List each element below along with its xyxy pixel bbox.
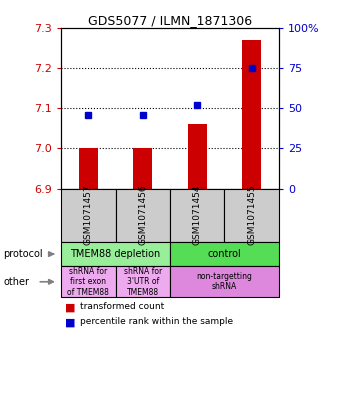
- Text: shRNA for
3'UTR of
TMEM88: shRNA for 3'UTR of TMEM88: [124, 267, 162, 297]
- Text: percentile rank within the sample: percentile rank within the sample: [80, 317, 233, 326]
- Bar: [133, 148, 152, 189]
- Text: GSM1071457: GSM1071457: [84, 185, 93, 246]
- Text: control: control: [207, 249, 241, 259]
- Text: protocol: protocol: [3, 249, 43, 259]
- Text: non-targetting
shRNA: non-targetting shRNA: [197, 272, 252, 292]
- Text: GSM1071456: GSM1071456: [138, 185, 147, 246]
- Text: TMEM88 depletion: TMEM88 depletion: [70, 249, 161, 259]
- Text: transformed count: transformed count: [80, 302, 164, 311]
- Bar: [188, 124, 207, 189]
- Text: other: other: [3, 277, 29, 287]
- Text: shRNA for
first exon
of TMEM88: shRNA for first exon of TMEM88: [67, 267, 109, 297]
- Text: GDS5077 / ILMN_1871306: GDS5077 / ILMN_1871306: [88, 14, 252, 27]
- Bar: [79, 148, 98, 189]
- Text: ■: ■: [65, 302, 75, 312]
- Text: GSM1071454: GSM1071454: [193, 185, 202, 245]
- Text: ■: ■: [65, 317, 75, 327]
- Text: GSM1071455: GSM1071455: [247, 185, 256, 246]
- Bar: [242, 40, 261, 189]
